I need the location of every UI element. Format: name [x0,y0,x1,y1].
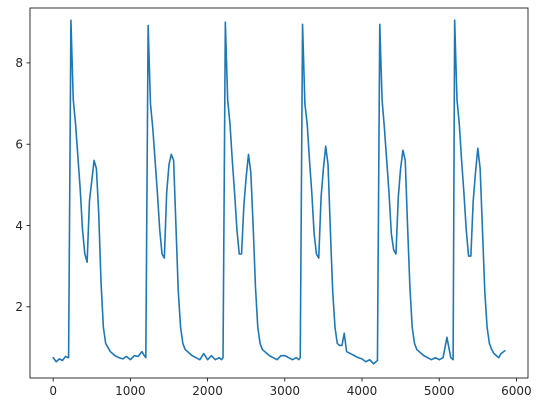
plot-frame [29,7,529,379]
x-tick-label: 1000 [115,384,146,398]
y-tick-label: 4 [15,219,23,233]
series-line-0 [52,19,506,365]
y-tick-label: 6 [15,138,23,152]
y-axis-ticks: 2 4 6 8 [15,56,30,314]
y-tick-label: 8 [15,56,23,70]
x-tick-label: 5000 [424,384,455,398]
x-tick-label: 4000 [347,384,378,398]
x-tick-label: 6000 [501,384,532,398]
x-axis-ticks: 0 1000 2000 3000 4000 5000 6000 [49,378,532,398]
plot-series-group [52,19,506,365]
x-tick-label: 3000 [270,384,301,398]
x-tick-label: 2000 [192,384,223,398]
x-tick-label: 0 [49,384,57,398]
y-tick-label: 2 [15,300,23,314]
